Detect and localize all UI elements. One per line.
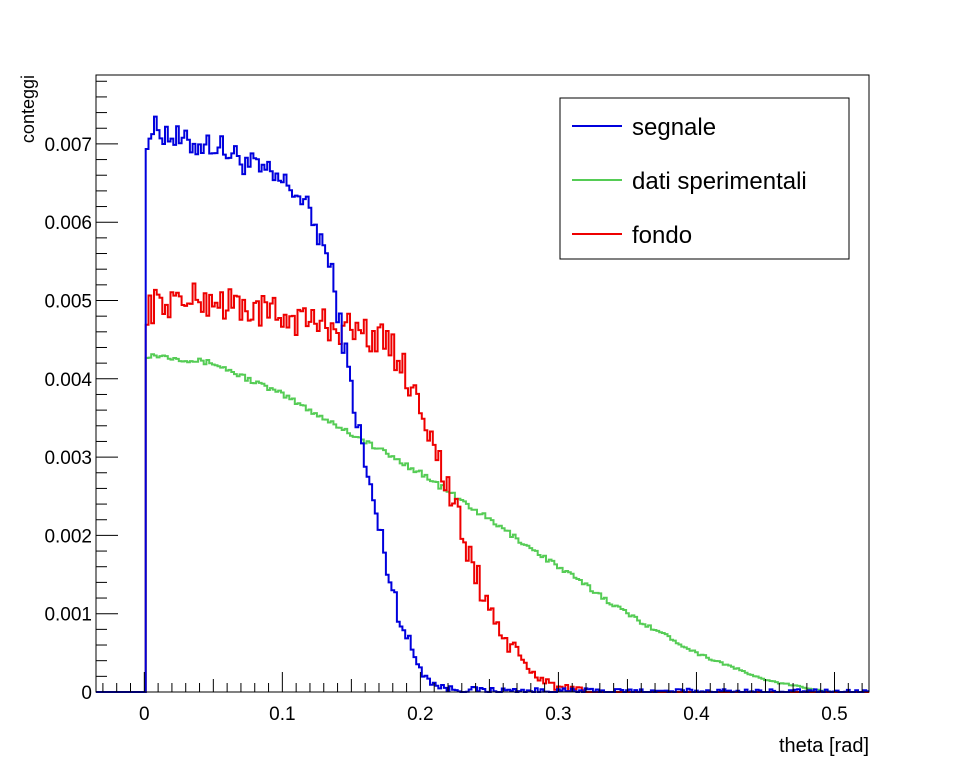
y-tick-label: 0.003 <box>44 448 92 469</box>
legend-label-fondo: fondo <box>632 222 692 249</box>
y-tick-label: 0.005 <box>44 292 92 313</box>
x-tick-label: 0 <box>139 704 150 725</box>
x-tick-label: 0.1 <box>269 704 295 725</box>
x-axis: 0 0.1 0.2 0.3 0.4 0.5 <box>102 672 863 725</box>
y-tick-label: 0.001 <box>44 605 92 626</box>
plot-frame <box>95 74 870 693</box>
y-axis: 0 0.001 0.002 0.003 0.004 0.005 0.006 0.007 <box>44 80 118 704</box>
x-tick-label: 0.4 <box>683 704 710 725</box>
series-line-dati-sperimentali <box>96 353 869 693</box>
x-axis-title: theta [rad] <box>779 735 869 757</box>
series-line-fondo <box>96 282 869 693</box>
y-tick-label: 0 <box>81 683 92 704</box>
y-axis-title: conteggi <box>18 75 38 143</box>
y-tick-label: 0.002 <box>44 526 92 547</box>
x-tick-label: 0.2 <box>407 704 433 725</box>
y-tick-label: 0.004 <box>44 370 92 391</box>
legend-box <box>559 97 850 260</box>
x-tick-label: 0.5 <box>821 704 847 725</box>
legend-label-dati-sperimentali: dati sperimentali <box>632 168 807 195</box>
y-tick-label: 0.006 <box>44 213 92 234</box>
legend: segnale dati sperimentali fondo <box>559 97 850 260</box>
series-line-segnale <box>96 115 869 693</box>
legend-label-segnale: segnale <box>632 114 716 141</box>
x-tick-label: 0.3 <box>545 704 571 725</box>
y-tick-label: 0.007 <box>44 135 92 156</box>
